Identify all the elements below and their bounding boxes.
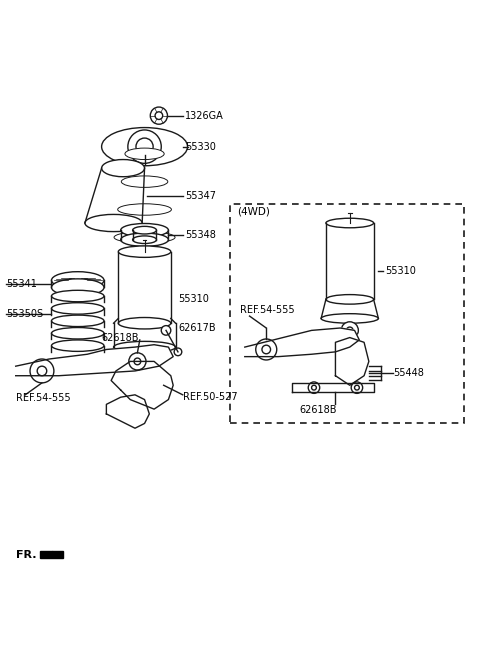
Circle shape [30,359,54,383]
Polygon shape [107,395,149,428]
Text: 55348: 55348 [185,230,216,240]
Ellipse shape [85,215,142,232]
Circle shape [155,112,163,119]
Ellipse shape [102,159,144,176]
Ellipse shape [118,204,171,215]
Text: 55310: 55310 [178,295,209,304]
Circle shape [351,382,363,394]
Text: REF.50-527: REF.50-527 [183,392,237,402]
Ellipse shape [132,226,156,234]
Ellipse shape [120,233,168,247]
Circle shape [341,322,359,339]
Ellipse shape [102,127,188,166]
Circle shape [355,385,360,390]
Text: (4WD): (4WD) [238,206,271,216]
Text: 55350S: 55350S [6,309,43,319]
Circle shape [161,325,171,335]
Circle shape [174,348,182,356]
Ellipse shape [118,246,171,257]
Polygon shape [16,344,173,376]
Text: 55341: 55341 [6,279,37,289]
Text: 55448: 55448 [393,368,423,379]
Text: 55330: 55330 [185,142,216,152]
Ellipse shape [114,232,175,243]
Ellipse shape [51,340,104,352]
Ellipse shape [51,291,104,302]
Text: 62618B: 62618B [300,405,337,415]
Circle shape [312,385,316,390]
Circle shape [135,352,154,371]
Circle shape [262,345,271,354]
Text: 55310: 55310 [385,266,417,276]
Text: 55347: 55347 [185,191,216,201]
Circle shape [150,107,168,124]
Polygon shape [39,551,63,558]
Ellipse shape [51,327,104,339]
Polygon shape [292,383,373,392]
Text: 62617B: 62617B [178,323,216,333]
Circle shape [129,353,146,370]
Text: 62618B: 62618B [102,333,139,342]
Polygon shape [111,361,173,409]
Ellipse shape [51,279,104,296]
Text: 1326GA: 1326GA [185,111,224,121]
Circle shape [128,130,161,163]
Ellipse shape [51,315,104,327]
Ellipse shape [326,295,373,304]
Ellipse shape [120,224,168,237]
Ellipse shape [125,148,164,159]
Circle shape [37,366,47,376]
Ellipse shape [132,236,156,243]
Ellipse shape [121,176,168,188]
Ellipse shape [118,318,171,329]
Circle shape [308,382,320,394]
Circle shape [141,358,148,365]
Ellipse shape [321,314,378,323]
Polygon shape [336,338,369,385]
Ellipse shape [51,272,104,289]
FancyBboxPatch shape [230,204,464,423]
Circle shape [256,339,277,360]
Text: FR.: FR. [16,550,36,560]
Circle shape [136,138,153,155]
Ellipse shape [326,218,373,228]
Ellipse shape [51,302,104,314]
Circle shape [134,358,141,365]
Circle shape [347,327,353,334]
Text: REF.54-555: REF.54-555 [16,393,71,403]
Polygon shape [245,328,360,357]
Ellipse shape [114,341,176,353]
Text: REF.54-555: REF.54-555 [240,305,295,315]
